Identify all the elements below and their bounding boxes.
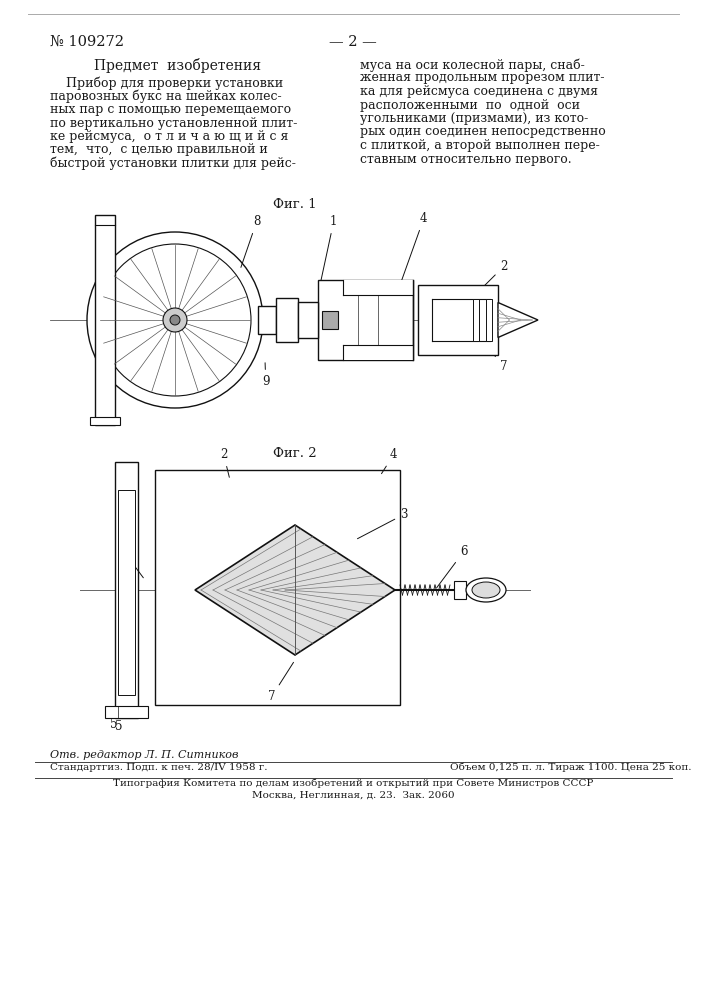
- Polygon shape: [105, 706, 148, 718]
- Text: ке рейсмуса,  о т л и ч а ю щ и й с я: ке рейсмуса, о т л и ч а ю щ и й с я: [50, 130, 288, 143]
- Text: 8: 8: [241, 215, 260, 267]
- Polygon shape: [498, 302, 538, 338]
- Bar: [115, 462, 138, 718]
- Polygon shape: [195, 525, 395, 655]
- Text: расположенными  по  одной  оси: расположенными по одной оси: [360, 99, 580, 111]
- Text: 1: 1: [320, 215, 337, 282]
- Circle shape: [170, 315, 180, 325]
- Text: Москва, Неглинная, д. 23.  Зак. 2060: Москва, Неглинная, д. 23. Зак. 2060: [252, 791, 455, 800]
- Text: 4: 4: [401, 212, 428, 282]
- Text: 2: 2: [220, 448, 229, 477]
- Bar: [155, 470, 400, 705]
- Text: 9: 9: [262, 363, 269, 388]
- Bar: [343, 280, 413, 295]
- Text: 5: 5: [115, 720, 122, 733]
- Text: с плиткой, а второй выполнен пере-: с плиткой, а второй выполнен пере-: [360, 139, 600, 152]
- Bar: [118, 490, 135, 695]
- Bar: [276, 298, 298, 342]
- Text: — 2 —: — 2 —: [329, 35, 377, 49]
- Text: Фиг. 1: Фиг. 1: [273, 198, 317, 211]
- Bar: [418, 285, 498, 355]
- Text: Фиг. 2: Фиг. 2: [273, 447, 317, 460]
- Text: Стандартгиз. Подп. к печ. 28/IV 1958 г.: Стандартгиз. Подп. к печ. 28/IV 1958 г.: [50, 763, 267, 772]
- Bar: [298, 302, 318, 338]
- Bar: [473, 299, 479, 341]
- Bar: [432, 299, 490, 341]
- Text: по вертикально установленной плит-: по вертикально установленной плит-: [50, 116, 298, 129]
- Text: 5: 5: [110, 718, 117, 731]
- Bar: [343, 345, 413, 360]
- Text: Объем 0,125 п. л. Тираж 1100. Цена 25 коп.: Объем 0,125 п. л. Тираж 1100. Цена 25 ко…: [450, 763, 691, 772]
- Ellipse shape: [472, 582, 500, 598]
- Text: Типография Комитета по делам изобретений и открытий при Совете Министров СССР: Типография Комитета по делам изобретений…: [113, 779, 593, 788]
- Circle shape: [87, 232, 263, 408]
- Circle shape: [163, 308, 187, 332]
- Text: № 109272: № 109272: [50, 35, 124, 49]
- Text: 3: 3: [358, 508, 407, 539]
- Text: муса на оси колесной пары, снаб-: муса на оси колесной пары, снаб-: [360, 58, 585, 72]
- Text: Прибор для проверки установки: Прибор для проверки установки: [50, 76, 283, 90]
- Text: 7: 7: [268, 662, 293, 703]
- Text: ных пар с помощью перемещаемого: ных пар с помощью перемещаемого: [50, 103, 291, 116]
- Text: быстрой установки плитки для рейс-: быстрой установки плитки для рейс-: [50, 157, 296, 170]
- Text: Отв. редактор Л. П. Ситников: Отв. редактор Л. П. Ситников: [50, 750, 238, 760]
- Text: женная продольным прорезом плит-: женная продольным прорезом плит-: [360, 72, 604, 85]
- Polygon shape: [322, 311, 338, 329]
- Ellipse shape: [466, 578, 506, 602]
- Text: тем,  что,  с целью правильной и: тем, что, с целью правильной и: [50, 143, 268, 156]
- Text: ставным относительно первого.: ставным относительно первого.: [360, 152, 572, 165]
- Text: рых один соединен непосредственно: рых один соединен непосредственно: [360, 125, 606, 138]
- Text: 1: 1: [120, 545, 144, 578]
- Text: 4: 4: [382, 448, 397, 474]
- Bar: [95, 215, 115, 425]
- Bar: [486, 299, 492, 341]
- Circle shape: [99, 244, 251, 396]
- Text: 6: 6: [437, 545, 467, 588]
- Text: угольниками (призмами), из кото-: угольниками (призмами), из кото-: [360, 112, 588, 125]
- Text: ка для рейсмуса соединена с двумя: ка для рейсмуса соединена с двумя: [360, 85, 598, 98]
- Bar: [454, 581, 466, 599]
- Bar: [90, 417, 120, 425]
- Text: 2: 2: [462, 260, 508, 308]
- Bar: [258, 306, 276, 334]
- Text: паровозных букс на шейках колес-: паровозных букс на шейках колес-: [50, 90, 281, 103]
- Bar: [318, 280, 413, 360]
- Text: 7: 7: [492, 352, 508, 373]
- Text: Предмет  изобретения: Предмет изобретения: [95, 58, 262, 73]
